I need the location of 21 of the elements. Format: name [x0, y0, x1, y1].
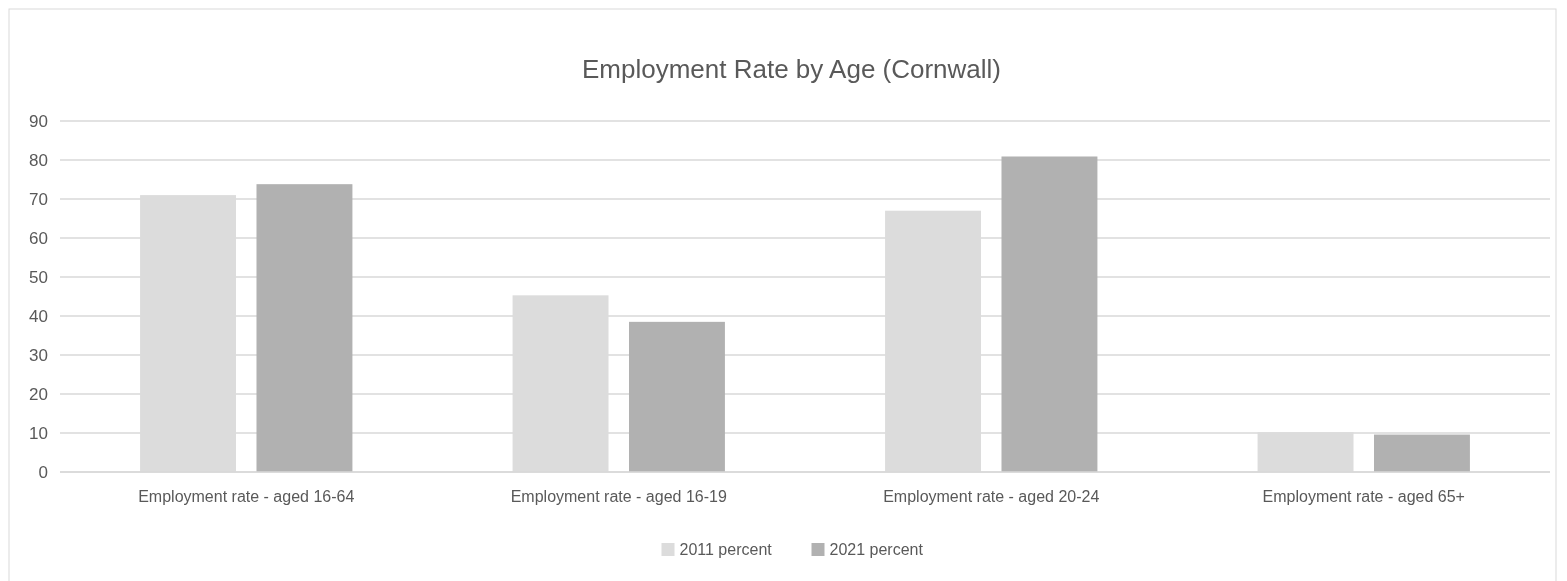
x-tick-label: Employment rate - aged 20-24	[883, 488, 1100, 505]
bar	[1373, 434, 1470, 472]
y-tick-label: 40	[29, 306, 48, 326]
y-tick-label: 50	[29, 267, 48, 287]
y-tick-label: 90	[29, 111, 48, 131]
x-tick-label: Employment rate - aged 65+	[1262, 488, 1465, 505]
chart-title: Employment Rate by Age (Cornwall)	[581, 54, 1002, 84]
x-tick-label: Employment rate - aged 16-19	[510, 488, 727, 505]
legend-label: 2021 percent	[829, 540, 924, 558]
bar	[1001, 156, 1098, 472]
y-tick-label: 10	[29, 423, 48, 443]
bar	[256, 184, 353, 472]
y-tick-label: 70	[29, 189, 48, 209]
x-tick-label: Employment rate - aged 16-64	[138, 488, 355, 505]
legend-label: 2011 percent	[679, 540, 773, 558]
y-tick-label: 60	[29, 228, 48, 248]
y-tick-label: 0	[38, 462, 48, 482]
y-tick-label: 20	[29, 384, 48, 404]
y-tick-label: 80	[29, 150, 48, 170]
y-tick-label: 30	[29, 345, 48, 365]
bar	[628, 321, 725, 472]
